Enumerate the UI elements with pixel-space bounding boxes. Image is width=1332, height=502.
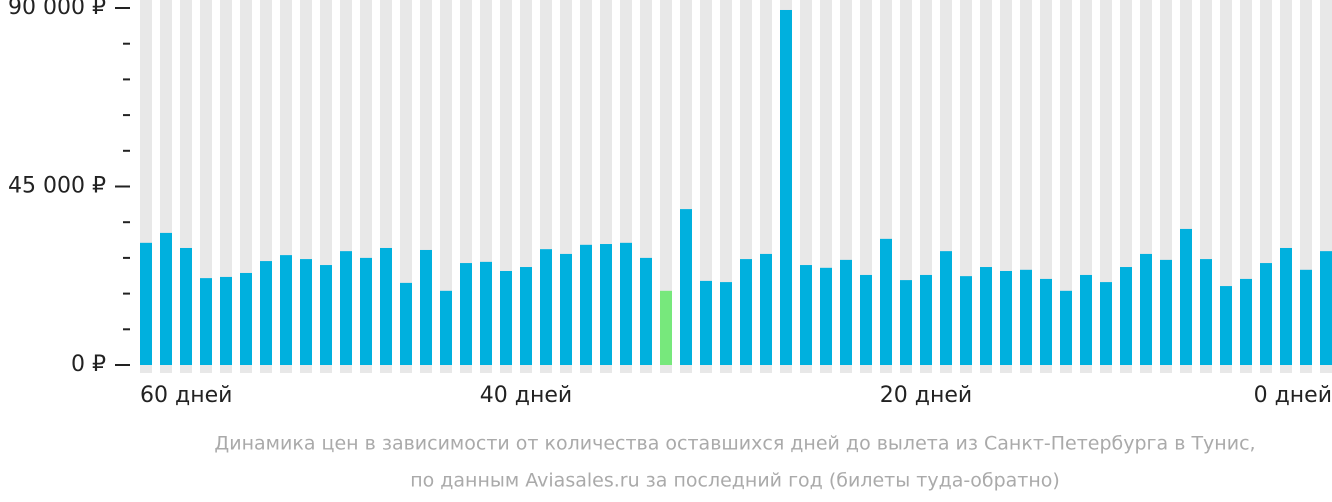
bar <box>240 272 252 365</box>
bar <box>1240 278 1252 365</box>
x-tick-label: 20 дней <box>880 383 972 408</box>
bar <box>1220 286 1232 365</box>
bar <box>600 244 612 365</box>
y-tick-label: 45 000 ₽ <box>8 174 106 199</box>
bar <box>860 274 872 365</box>
bar <box>480 261 492 365</box>
bar <box>800 265 812 365</box>
bar <box>1040 278 1052 365</box>
bar-background <box>900 0 912 373</box>
bar <box>820 267 832 365</box>
y-tick-label: 90 000 ₽ <box>8 0 106 20</box>
bar <box>1260 263 1272 365</box>
bar-background <box>440 0 452 373</box>
bar <box>840 259 852 365</box>
bar <box>320 265 332 365</box>
bar <box>980 267 992 365</box>
bar <box>560 253 572 365</box>
bar <box>180 247 192 365</box>
bar <box>1000 270 1012 365</box>
bar <box>760 253 772 365</box>
bar <box>500 270 512 365</box>
bar <box>1080 274 1092 365</box>
bar <box>1020 269 1032 365</box>
bar <box>680 209 692 365</box>
y-tick-label: 0 ₽ <box>71 352 106 377</box>
bar <box>900 280 912 365</box>
bar <box>440 290 452 365</box>
bar <box>1100 282 1112 365</box>
bar <box>740 259 752 365</box>
x-tick-label: 0 дней <box>1254 383 1332 408</box>
bar <box>1280 247 1292 365</box>
bar <box>960 276 972 365</box>
bar-background <box>1220 0 1232 373</box>
bar <box>1200 259 1212 365</box>
bar <box>360 257 372 365</box>
bar <box>1180 228 1192 365</box>
bar-background <box>720 0 732 373</box>
bar <box>280 255 292 365</box>
bar <box>340 251 352 365</box>
bar <box>1320 251 1332 365</box>
bar <box>400 282 412 365</box>
bar <box>920 274 932 365</box>
bar <box>1060 290 1072 365</box>
bar-background <box>660 0 672 373</box>
bar <box>580 244 592 365</box>
bar <box>660 290 672 365</box>
bar <box>1120 267 1132 365</box>
bar <box>1300 269 1312 365</box>
bar <box>200 278 212 365</box>
bar-background <box>1100 0 1112 373</box>
bar <box>220 276 232 365</box>
bar <box>460 263 472 365</box>
bar <box>1140 253 1152 365</box>
bar-background <box>1060 0 1072 373</box>
x-tick-label: 60 дней <box>140 383 232 408</box>
bar <box>260 261 272 365</box>
bar <box>300 259 312 365</box>
bar <box>1160 259 1172 365</box>
bar-background <box>400 0 412 373</box>
bar <box>640 257 652 365</box>
bar <box>420 249 432 365</box>
bar <box>540 249 552 365</box>
bar <box>520 267 532 365</box>
bar <box>700 280 712 365</box>
bar <box>780 9 792 365</box>
bar <box>620 242 632 365</box>
x-tick-label: 40 дней <box>480 383 572 408</box>
bar <box>940 251 952 365</box>
caption-line: по данным Aviasales.ru за последний год … <box>410 470 1060 492</box>
bar <box>160 232 172 365</box>
caption-line: Динамика цен в зависимости от количества… <box>214 433 1255 455</box>
bar <box>140 242 152 365</box>
bar <box>880 238 892 365</box>
bar <box>720 282 732 365</box>
bar <box>380 247 392 365</box>
bar-background <box>700 0 712 373</box>
